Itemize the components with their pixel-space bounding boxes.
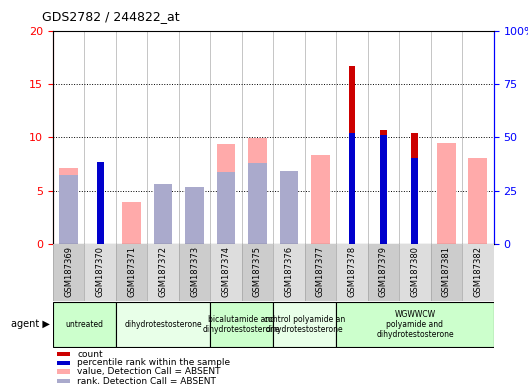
Bar xyxy=(59,168,78,244)
Bar xyxy=(311,156,330,244)
Bar xyxy=(348,66,355,244)
Bar xyxy=(57,352,70,356)
Text: GSM187377: GSM187377 xyxy=(316,246,325,297)
Bar xyxy=(216,172,235,244)
Bar xyxy=(380,135,387,244)
Text: GDS2782 / 244822_at: GDS2782 / 244822_at xyxy=(42,10,180,23)
Bar xyxy=(154,184,173,244)
Text: dihydrotestosterone: dihydrotestosterone xyxy=(124,320,202,329)
Bar xyxy=(248,138,267,244)
Bar xyxy=(367,244,399,301)
Bar xyxy=(216,144,235,244)
Text: GSM187373: GSM187373 xyxy=(190,246,199,297)
Bar xyxy=(57,361,70,365)
Bar xyxy=(122,202,141,244)
Bar xyxy=(210,302,274,347)
Text: GSM187379: GSM187379 xyxy=(379,246,388,296)
Bar xyxy=(116,302,210,347)
Bar xyxy=(305,244,336,301)
Text: agent ▶: agent ▶ xyxy=(11,319,50,329)
Bar xyxy=(411,157,418,244)
Bar xyxy=(210,244,242,301)
Bar xyxy=(336,244,367,301)
Bar xyxy=(411,133,418,244)
Bar xyxy=(279,189,298,244)
Bar xyxy=(380,130,387,244)
Text: untreated: untreated xyxy=(65,320,103,329)
Text: GSM187369: GSM187369 xyxy=(64,246,73,296)
Bar xyxy=(279,171,298,244)
Bar xyxy=(97,166,103,244)
Bar xyxy=(462,244,494,301)
Bar xyxy=(399,244,431,301)
Bar xyxy=(53,244,84,301)
Bar xyxy=(185,200,204,244)
Text: GSM187374: GSM187374 xyxy=(222,246,231,296)
Bar xyxy=(431,244,462,301)
Bar xyxy=(154,184,173,244)
Text: GSM187376: GSM187376 xyxy=(285,246,294,297)
Text: value, Detection Call = ABSENT: value, Detection Call = ABSENT xyxy=(77,367,221,376)
Bar xyxy=(179,244,210,301)
Bar xyxy=(336,302,494,347)
Text: GSM187372: GSM187372 xyxy=(158,246,167,296)
Text: GSM187381: GSM187381 xyxy=(442,246,451,296)
Bar xyxy=(84,244,116,301)
Bar xyxy=(53,302,116,347)
Bar xyxy=(185,187,204,244)
Bar xyxy=(57,379,70,383)
Text: rank, Detection Call = ABSENT: rank, Detection Call = ABSENT xyxy=(77,377,216,384)
Bar xyxy=(242,244,274,301)
Bar xyxy=(59,175,78,244)
Text: percentile rank within the sample: percentile rank within the sample xyxy=(77,358,230,367)
Text: GSM187375: GSM187375 xyxy=(253,246,262,296)
Bar xyxy=(348,133,355,244)
Text: WGWWCW
polyamide and
dihydrotestosterone: WGWWCW polyamide and dihydrotestosterone xyxy=(376,310,454,339)
Bar xyxy=(57,369,70,374)
Text: GSM187378: GSM187378 xyxy=(347,246,356,297)
Bar xyxy=(468,157,487,244)
Bar xyxy=(97,162,103,244)
Text: count: count xyxy=(77,349,102,359)
Text: bicalutamide and
dihydrotestosterone: bicalutamide and dihydrotestosterone xyxy=(203,315,280,334)
Text: GSM187371: GSM187371 xyxy=(127,246,136,296)
Bar xyxy=(147,244,179,301)
Bar xyxy=(437,142,456,244)
Text: control polyamide an
dihydrotestosterone: control polyamide an dihydrotestosterone xyxy=(264,315,345,334)
Bar xyxy=(274,244,305,301)
Text: GSM187370: GSM187370 xyxy=(96,246,105,296)
Bar xyxy=(274,302,336,347)
Bar xyxy=(116,244,147,301)
Text: GSM187380: GSM187380 xyxy=(410,246,419,296)
Bar xyxy=(248,163,267,244)
Text: GSM187382: GSM187382 xyxy=(474,246,483,296)
